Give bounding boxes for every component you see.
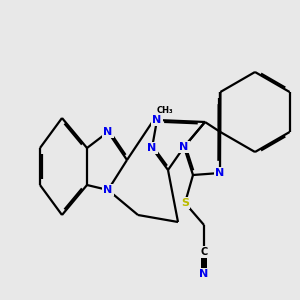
Text: C: C [200, 247, 208, 257]
Text: N: N [103, 185, 112, 195]
Text: N: N [147, 143, 157, 153]
Text: N: N [152, 115, 162, 125]
Text: CH₃: CH₃ [157, 106, 173, 115]
Text: N: N [179, 142, 189, 152]
Text: N: N [103, 127, 112, 137]
Text: S: S [181, 198, 189, 208]
Text: N: N [200, 269, 208, 279]
Text: N: N [215, 168, 225, 178]
